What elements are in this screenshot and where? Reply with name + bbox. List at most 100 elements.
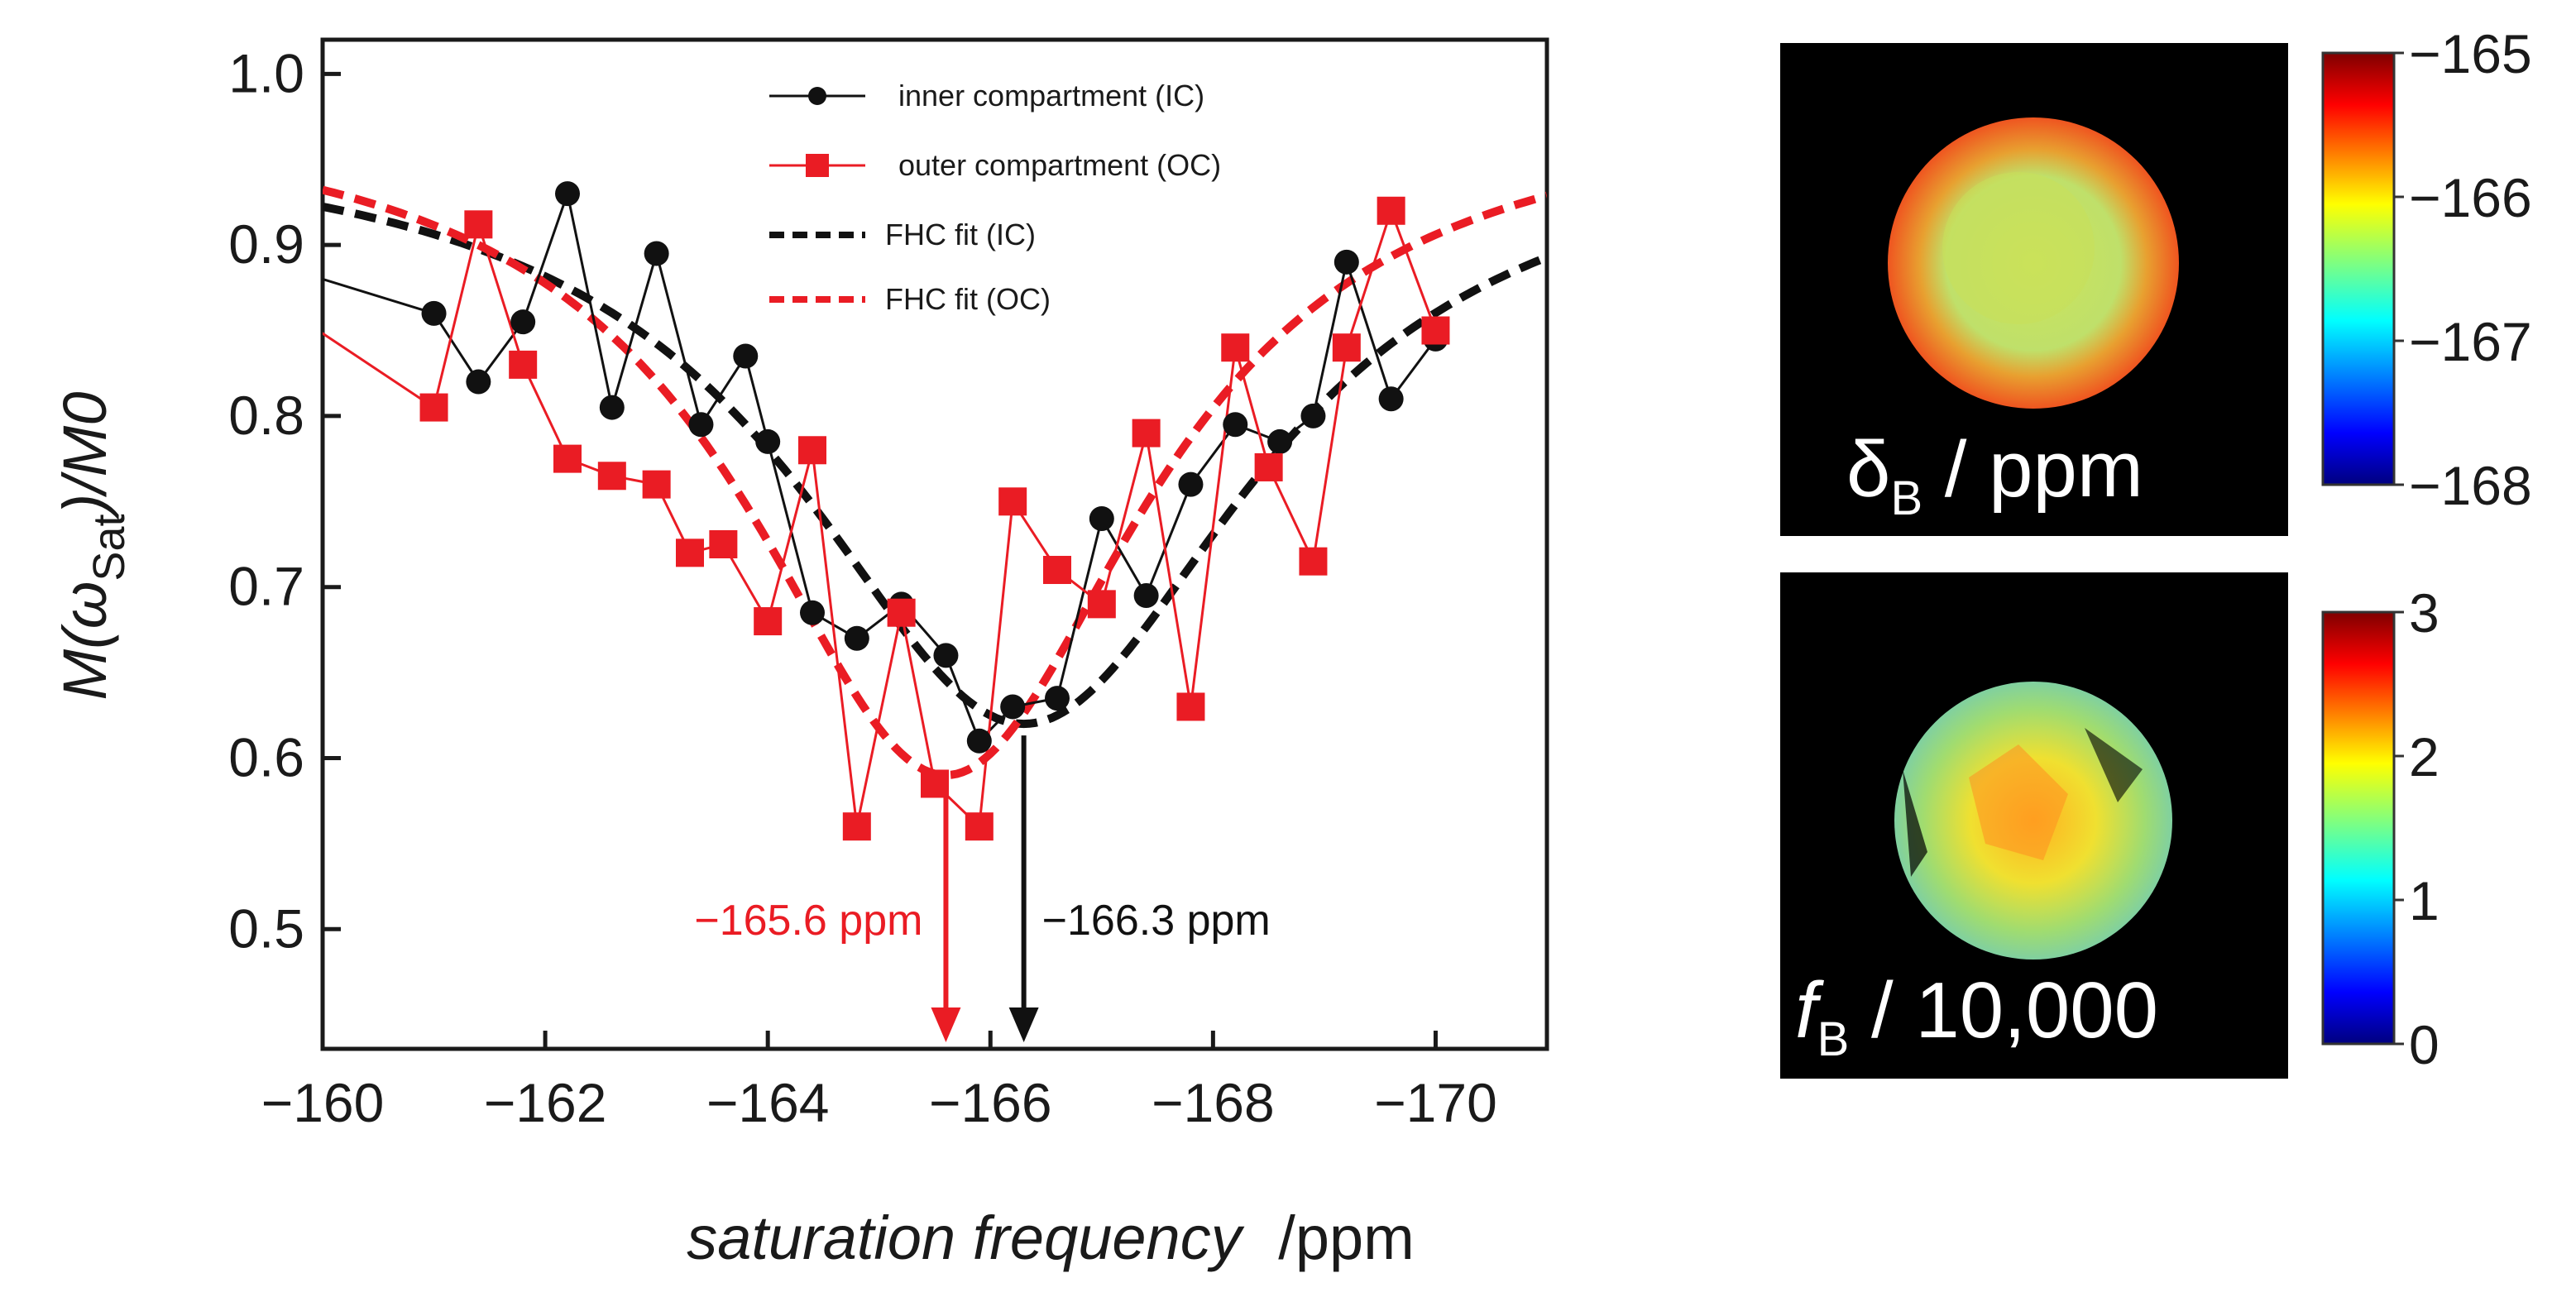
ic-data-point <box>510 309 536 335</box>
oc-data-point <box>464 210 493 239</box>
series-line-square <box>323 207 1437 830</box>
y-axis-title-sub: Sat <box>84 514 134 581</box>
delta-b-symbol: δ <box>1846 425 1890 514</box>
colorbar-tick-label: −166 <box>2409 167 2532 228</box>
ic-data-point <box>1223 412 1248 438</box>
oc-data-point <box>419 393 448 422</box>
oc-data-point <box>1087 590 1116 619</box>
x-axis-title: saturation frequency /ppm <box>687 1204 1415 1272</box>
legend-marker-oc <box>806 154 829 177</box>
delta-b-map-panel: δB / ppm −165 −166 −167 −168 <box>1780 23 2532 536</box>
y-tick-label: 0.5 <box>228 897 304 959</box>
x-axis-title-italic: saturation frequency <box>687 1204 1245 1272</box>
ic-data-point <box>688 412 714 438</box>
annotation-arrowhead <box>1008 1007 1039 1042</box>
oc-data-point <box>1043 556 1071 585</box>
colorbar-tick-label: −168 <box>2409 455 2532 516</box>
colorbar-tick-label: 1 <box>2409 870 2440 931</box>
y-tick-label: 0.9 <box>228 213 304 275</box>
legend: inner compartment (IC) outer compartment… <box>769 79 1221 316</box>
ic-data-point <box>1378 386 1404 412</box>
ic-data-point <box>844 625 869 651</box>
oc-data-point <box>1299 547 1328 576</box>
y-tick-label: 0.7 <box>228 556 304 617</box>
annotation-label: −166.3 ppm <box>1042 897 1271 945</box>
colorbar-tick-label: 3 <box>2409 582 2440 644</box>
oc-data-point <box>1254 452 1283 481</box>
annotation-arrowhead <box>931 1007 961 1042</box>
minimum-annotations: −165.6 ppm −166.3 ppm <box>694 735 1271 1042</box>
legend-label-fit-ic: FHC fit (IC) <box>885 218 1036 251</box>
colorbar-tick-label: −167 <box>2409 311 2532 372</box>
ic-data-point <box>1300 403 1326 428</box>
ic-data-point <box>421 300 447 326</box>
y-tick-label: 1.0 <box>228 42 304 103</box>
ic-data-point <box>933 643 959 668</box>
delta-b-colorbar <box>2321 51 2396 486</box>
delta-b-subscript: B <box>1890 471 1922 525</box>
x-tick-label: −170 <box>1374 1072 1497 1133</box>
y-axis-title-tail: )/M0 <box>50 392 119 521</box>
f-b-map-panel: fB / 10,000 3 2 1 0 <box>1780 572 2440 1079</box>
oc-data-point <box>754 607 783 636</box>
ic-data-point <box>1333 249 1359 275</box>
ic-data-point <box>1000 694 1026 720</box>
oc-data-point <box>642 470 671 499</box>
ic-data-point <box>466 369 491 395</box>
colorbar-tick-label: 2 <box>2409 726 2440 787</box>
y-axis: 0.5 0.6 0.7 0.8 0.9 1.0 <box>228 42 341 959</box>
ic-data-point <box>800 600 825 625</box>
x-tick-label: −160 <box>261 1072 385 1133</box>
ic-data-point <box>1133 583 1159 609</box>
annotation-label: −165.6 ppm <box>694 897 922 945</box>
x-tick-label: −162 <box>484 1072 607 1133</box>
fit-curves <box>323 185 1547 780</box>
oc-data-point <box>887 598 916 627</box>
ic-data-point <box>555 181 580 207</box>
legend-marker-ic <box>808 87 826 105</box>
ic-data-point <box>644 241 669 266</box>
x-axis-title-unit: /ppm <box>1278 1204 1415 1272</box>
legend-label-ic: inner compartment (IC) <box>898 79 1204 112</box>
oc-data-point <box>1176 692 1205 721</box>
oc-data-point <box>965 812 994 841</box>
f-b-units: / 10,000 <box>1849 966 2158 1055</box>
legend-label-oc: outer compartment (OC) <box>898 148 1221 182</box>
f-b-colorbar-ticks: 3 2 1 0 <box>2394 582 2440 1075</box>
oc-data-point <box>842 812 871 841</box>
y-tick-label: 0.6 <box>228 726 304 787</box>
ic-data-point <box>1178 471 1204 497</box>
delta-b-units: / ppm <box>1922 425 2143 514</box>
plot-frame <box>320 37 1549 1051</box>
y-tick-label: 0.8 <box>228 385 304 446</box>
ic-data-point <box>966 728 992 754</box>
oc-data-point <box>509 350 538 379</box>
data-markers <box>199 181 1450 841</box>
ic-data-point <box>733 343 759 369</box>
ic-data-point <box>1089 505 1114 531</box>
oc-data-point <box>253 282 281 310</box>
oc-data-point <box>798 436 826 465</box>
fit-curve-fhc-fit-oc- <box>323 185 1547 780</box>
ic-data-point <box>199 232 223 257</box>
delta-b-colorbar-ticks: −165 −166 −167 −168 <box>2394 23 2532 516</box>
legend-label-fit-oc: FHC fit (OC) <box>885 282 1051 316</box>
colorbar-tick-label: 0 <box>2409 1014 2440 1075</box>
f-b-subscript: B <box>1817 1012 1850 1066</box>
oc-data-point <box>1221 333 1250 362</box>
delta-b-map-label: δB / ppm <box>1846 425 2143 525</box>
oc-data-point <box>597 462 626 491</box>
oc-data-point <box>676 538 704 567</box>
oc-data-point <box>1377 196 1405 225</box>
f-b-map-label: fB / 10,000 <box>1795 966 2158 1066</box>
x-tick-label: −164 <box>706 1072 830 1133</box>
oc-data-point <box>1421 316 1450 345</box>
f-b-colorbar <box>2321 610 2396 1046</box>
oc-data-point <box>1132 419 1161 447</box>
x-tick-label: −166 <box>929 1072 1052 1133</box>
colorbar-tick-label: −165 <box>2409 23 2532 84</box>
data-series <box>323 189 1437 830</box>
oc-data-point <box>553 444 582 473</box>
y-axis-title: M(ωSat)/M0 <box>50 392 134 701</box>
